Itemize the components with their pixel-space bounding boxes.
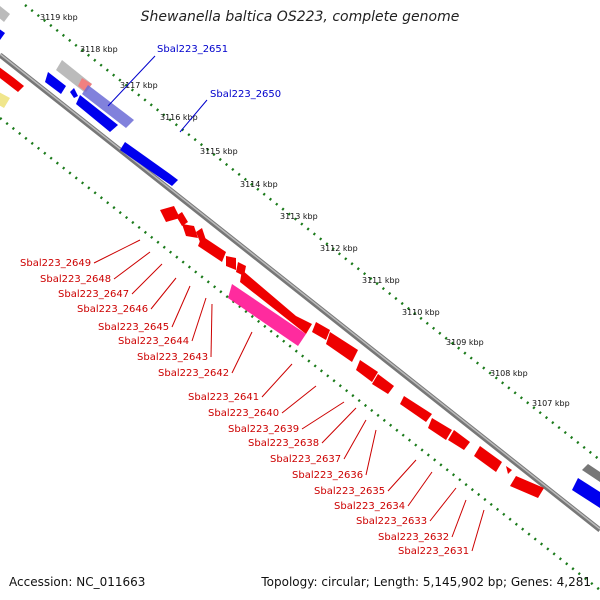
reverse-gene (240, 270, 312, 334)
gene-leader-line (471, 509, 485, 552)
gene-leader-line (321, 407, 357, 444)
gene-leader-line (150, 277, 177, 310)
rna-feature (0, 92, 10, 108)
genome-backbone-highlight (0, 53, 600, 530)
reverse-gene (448, 430, 470, 450)
reverse-gene (312, 322, 330, 340)
gene-leader-line (387, 459, 417, 492)
gene-label: Sbal223_2642 (158, 368, 229, 379)
reverse-gene (506, 466, 512, 474)
genome-backbone (0, 53, 600, 532)
gene-leader-line (191, 297, 207, 342)
gene-leader-line (343, 419, 367, 460)
gene-leader-line (407, 471, 433, 507)
reverse-gene (326, 332, 358, 362)
gene-label: Sbal223_2645 (98, 322, 169, 333)
tick-label: 3112 kbp (320, 244, 358, 253)
gene-leader-line (281, 385, 317, 414)
tick-label: 3118 kbp (80, 45, 118, 54)
reverse-gene (0, 67, 24, 92)
overlap-feature (82, 85, 134, 128)
reverse-gene (400, 396, 432, 422)
outer-tick-ring (24, 4, 600, 461)
gene-leader-line (107, 55, 156, 107)
tick-label: 3119 kbp (40, 13, 78, 22)
gene-label: Sbal223_2632 (378, 532, 449, 543)
reverse-gene (428, 418, 452, 440)
gene-leader-line (93, 239, 141, 264)
tick-label: 3113 kbp (280, 212, 318, 221)
reverse-gene (474, 446, 502, 472)
tick-label: 3114 kbp (240, 180, 278, 189)
gene-label: Sbal223_2633 (356, 516, 427, 527)
map-title: Shewanella baltica OS223, complete genom… (140, 9, 460, 25)
gene-label: Sbal223_2634 (334, 501, 405, 512)
gene-label: Sbal223_2647 (58, 289, 129, 300)
gene-label: Sbal223_2644 (118, 336, 189, 347)
reverse-gene (176, 212, 188, 226)
gene-label: Sbal223_2636 (292, 470, 363, 481)
gene-leader-line (261, 363, 293, 398)
gene-leader-line (365, 429, 377, 476)
gene-leader-line (179, 99, 208, 133)
forward-gene (76, 95, 118, 132)
reverse-gene (356, 360, 378, 382)
gene-label: Sbal223_2649 (20, 258, 91, 269)
gene-label: Sbal223_2646 (77, 304, 148, 315)
tick-label: 3116 kbp (160, 113, 198, 122)
accession-label: Accession: NC_011663 (9, 575, 146, 589)
gene-leader-line (429, 487, 457, 522)
reverse-gene (160, 206, 180, 222)
genome-summary: Topology: circular; Length: 5,145,902 bp… (261, 575, 591, 589)
gene-label: Sbal223_2638 (248, 438, 319, 449)
gene-leader-line (231, 331, 253, 374)
forward-gene (70, 88, 78, 98)
inner-tick-ring (0, 117, 600, 591)
gene-label: Sbal223_2641 (188, 392, 259, 403)
tick-label: 3110 kbp (402, 308, 440, 317)
tick-label: 3109 kbp (446, 338, 484, 347)
gene-label: Sbal223_2651 (157, 44, 228, 55)
tick-label: 3115 kbp (200, 147, 238, 156)
gene-label: Sbal223_2650 (210, 89, 281, 100)
gene-label: Sbal223_2631 (398, 546, 469, 557)
forward-gene (572, 478, 600, 508)
tick-label: 3117 kbp (120, 81, 158, 90)
reverse-gene (182, 224, 198, 238)
forward-gene (45, 72, 66, 94)
gene-label: Sbal223_2639 (228, 424, 299, 435)
forward-gene (120, 142, 178, 186)
reverse-gene (372, 374, 394, 394)
gene-leader-line (131, 263, 163, 295)
forward-gene (0, 29, 5, 40)
highlight-feature (228, 284, 306, 346)
gene-label: Sbal223_2637 (270, 454, 341, 465)
pseudo-gene (582, 464, 600, 482)
tick-label: 3107 kbp (532, 399, 570, 408)
reverse-gene (198, 236, 226, 262)
gene-leader-line (210, 303, 213, 358)
gene-label: Sbal223_2635 (314, 486, 385, 497)
tick-label: 3108 kbp (490, 369, 528, 378)
gene-leader-line (301, 401, 345, 430)
tick-label: 3111 kbp (362, 276, 400, 285)
gene-leader-line (171, 285, 191, 328)
pseudo-gene (0, 6, 10, 22)
gene-leader-line (451, 499, 467, 538)
gene-label: Sbal223_2640 (208, 408, 279, 419)
gene-leader-line (113, 251, 151, 280)
gene-label: Sbal223_2648 (40, 274, 111, 285)
reverse-gene (226, 256, 236, 270)
reverse-gene (510, 476, 544, 498)
gene-label: Sbal223_2643 (137, 352, 208, 363)
